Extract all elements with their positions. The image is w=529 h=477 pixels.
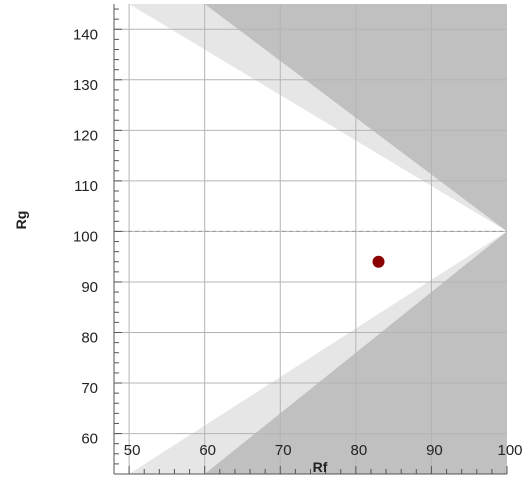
x-tick-label-70: 70 bbox=[275, 442, 292, 459]
y-tick-label-110: 110 bbox=[74, 178, 98, 195]
x-tick-label-90: 90 bbox=[426, 442, 443, 459]
data-point-0 bbox=[372, 255, 385, 268]
y-tick-labels: 60 70 80 90 100 110 120 130 140 bbox=[73, 26, 98, 447]
x-tick-labels: 50 60 70 80 90 100 bbox=[124, 442, 523, 459]
y-tick-label-90: 90 bbox=[81, 279, 98, 296]
y-tick-label-130: 130 bbox=[73, 77, 98, 94]
x-tick-label-100: 100 bbox=[497, 442, 522, 459]
y-axis-title: Rg bbox=[13, 211, 29, 230]
y-tick-label-80: 80 bbox=[81, 329, 98, 346]
y-tick-label-120: 120 bbox=[73, 127, 98, 144]
axes bbox=[113, 4, 508, 475]
inner-gamut-region bbox=[114, 4, 507, 474]
gamut-regions bbox=[114, 4, 507, 474]
y-tick-label-60: 60 bbox=[81, 431, 98, 448]
x-tick-label-60: 60 bbox=[199, 442, 216, 459]
x-tick-label-80: 80 bbox=[351, 442, 368, 459]
y-tick-label-140: 140 bbox=[73, 26, 98, 43]
x-axis-title: Rf bbox=[313, 459, 328, 475]
y-tick-label-100: 100 bbox=[73, 228, 98, 245]
data-points bbox=[372, 255, 385, 268]
x-tick-label-50: 50 bbox=[124, 442, 141, 459]
y-tick-label-70: 70 bbox=[81, 380, 98, 397]
